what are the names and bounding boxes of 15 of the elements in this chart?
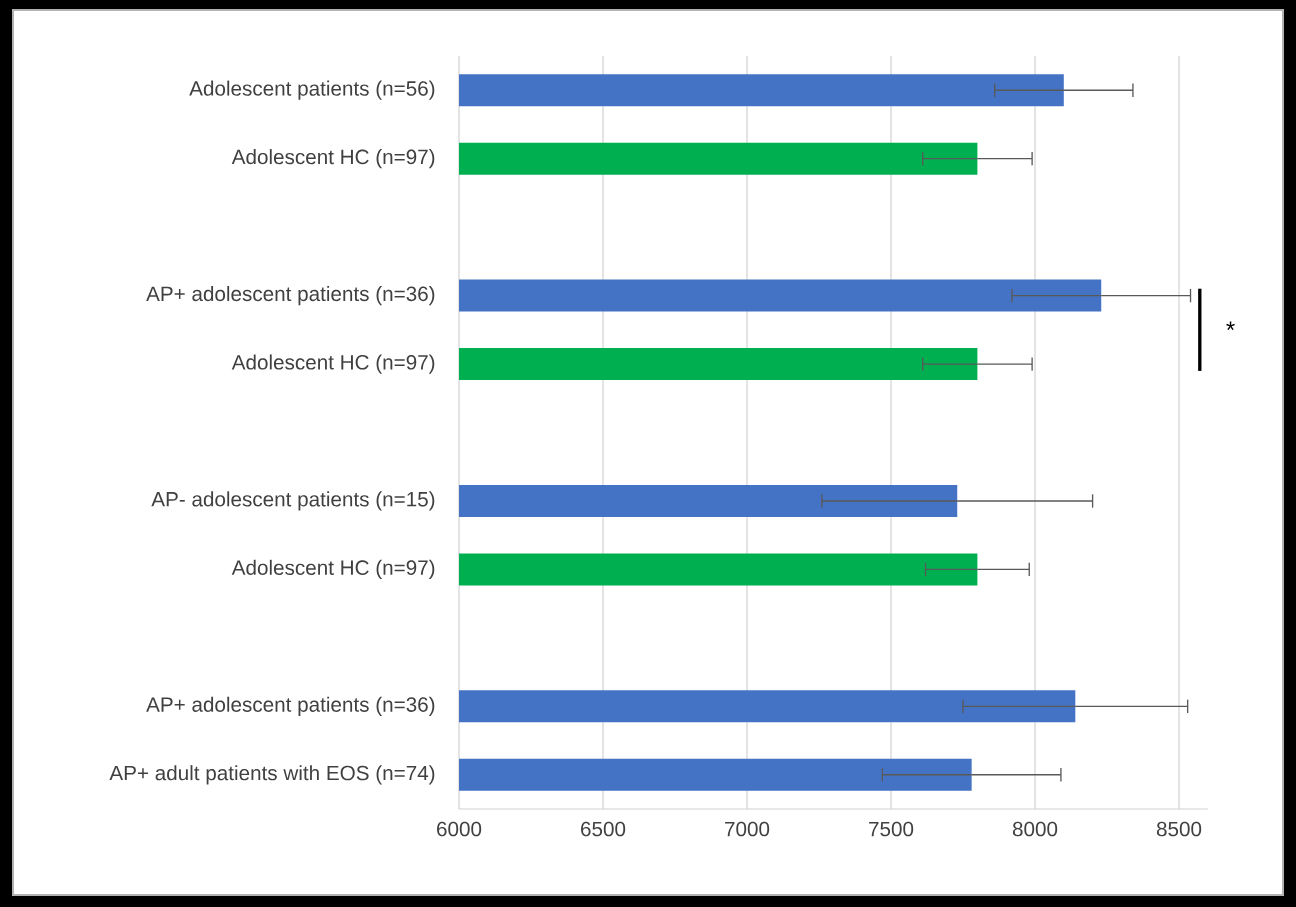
- y-tick-label: AP+ adult patients with EOS (n=74): [109, 765, 435, 785]
- x-tick-label: 6500: [581, 821, 626, 837]
- y-tick-label: Adolescent HC (n=97): [231, 559, 435, 580]
- y-tick-label: Adolescent HC (n=97): [231, 354, 435, 374]
- x-tick-label: 8500: [1156, 821, 1202, 837]
- y-tick-label: AP+ adolescent patients (n=36): [146, 285, 435, 306]
- text: *: [1226, 321, 1235, 330]
- x-tick-label: 7000: [725, 821, 770, 837]
- x-tick-label: 6000: [437, 821, 482, 837]
- x-tick-label: 7500: [869, 821, 914, 837]
- y-tick-label: AP- adolescent patients (n=15): [151, 491, 435, 511]
- x-tick-label: 8000: [1012, 821, 1058, 837]
- y-tick-label: AP+ adolescent patients (n=36): [146, 696, 435, 716]
- y-tick-label: Adolescent patients (n=56): [189, 80, 435, 100]
- y-tick-label: Adolescent HC (n=97): [231, 149, 435, 169]
